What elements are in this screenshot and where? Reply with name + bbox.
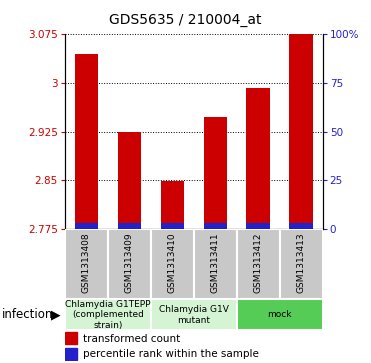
Text: Chlamydia G1TEPP
(complemented
strain): Chlamydia G1TEPP (complemented strain) bbox=[65, 300, 151, 330]
Bar bbox=[65, 229, 108, 299]
Bar bbox=[65, 333, 76, 344]
Bar bbox=[108, 229, 151, 299]
Bar bbox=[194, 229, 237, 299]
Bar bbox=[289, 223, 313, 229]
Text: percentile rank within the sample: percentile rank within the sample bbox=[83, 350, 259, 359]
Bar bbox=[289, 34, 313, 229]
Bar bbox=[118, 132, 141, 229]
Text: transformed count: transformed count bbox=[83, 334, 180, 344]
Text: infection: infection bbox=[2, 309, 53, 321]
Bar bbox=[65, 348, 76, 360]
Bar bbox=[161, 223, 184, 229]
Text: GDS5635 / 210004_at: GDS5635 / 210004_at bbox=[109, 13, 262, 27]
Text: GSM1313412: GSM1313412 bbox=[254, 232, 263, 293]
Text: GSM1313411: GSM1313411 bbox=[211, 232, 220, 293]
Text: GSM1313410: GSM1313410 bbox=[168, 232, 177, 293]
Text: GSM1313413: GSM1313413 bbox=[297, 232, 306, 293]
Bar bbox=[204, 223, 227, 229]
Bar bbox=[75, 54, 98, 229]
Bar bbox=[204, 117, 227, 229]
Bar bbox=[237, 229, 280, 299]
Bar bbox=[65, 299, 151, 330]
Text: Chlamydia G1V
mutant: Chlamydia G1V mutant bbox=[159, 305, 229, 325]
Bar bbox=[151, 299, 237, 330]
Bar bbox=[151, 229, 194, 299]
Text: mock: mock bbox=[267, 310, 292, 319]
Text: ▶: ▶ bbox=[51, 309, 60, 321]
Bar bbox=[280, 229, 323, 299]
Bar bbox=[161, 182, 184, 229]
Text: GSM1313409: GSM1313409 bbox=[125, 232, 134, 293]
Bar bbox=[75, 223, 98, 229]
Bar bbox=[246, 223, 270, 229]
Text: GSM1313408: GSM1313408 bbox=[82, 232, 91, 293]
Bar bbox=[237, 299, 323, 330]
Bar bbox=[246, 87, 270, 229]
Bar bbox=[118, 223, 141, 229]
